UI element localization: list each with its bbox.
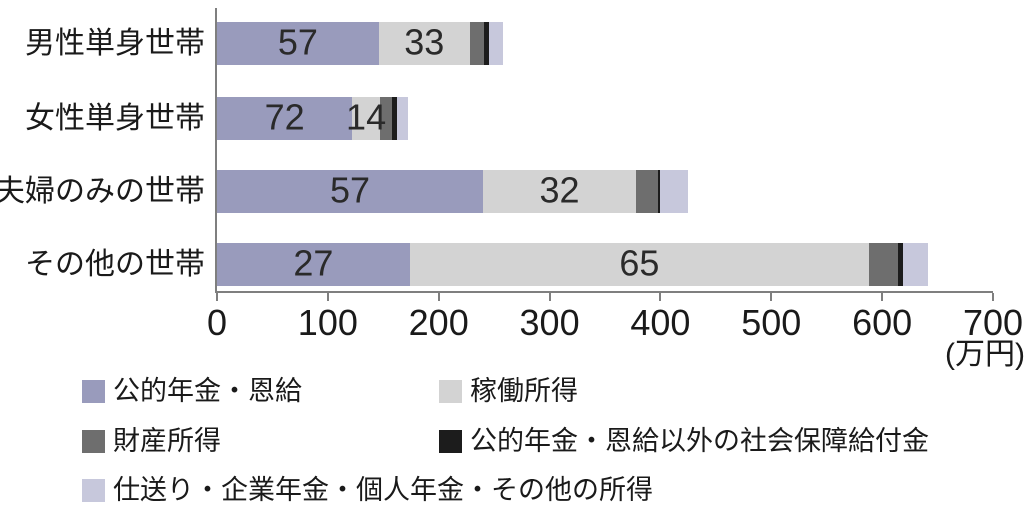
segment-value-label: 14 [346,96,387,138]
bar-segment [903,243,928,286]
bar-segment [660,170,689,213]
plot-area: 57 33 72 14 57 32 27 65 0 100 200 300 400 500 600 700 [207,8,1023,341]
bar-segment [469,22,485,65]
legend-item: 稼働所得 [439,376,929,407]
x-axis-tick-label: 400 [630,302,691,343]
legend-swatch [82,429,105,453]
bar-segment: 32 [483,169,637,213]
legend-item: 公的年金・恩給以外の社会保障給付金 [439,425,929,457]
x-axis-tick-label: 600 [852,302,913,343]
bar-segment [484,22,489,65]
bar-segment [396,97,408,140]
category-label: 男性単身世帯 [25,27,205,60]
bar-segment: 72 [217,96,353,140]
x-axis-tick [216,293,218,301]
bar-segment [488,22,503,65]
legend: 公的年金・恩給 稼働所得財産所得 公的年金・恩給以外の社会保障給付金仕送り・企業年金… [82,376,929,506]
legend-item: 公的年金・恩給 [82,376,439,407]
bar-segment [636,170,659,213]
legend-swatch [439,380,462,403]
bar-segment [658,170,661,213]
category-label: 夫婦のみの世帯 [0,175,205,208]
x-axis-tick [992,293,994,301]
bar-segment [379,97,393,140]
x-axis-tick-label: 0 [206,302,228,343]
bar-row: 27 65 [217,243,993,286]
legend-label: 公的年金・恩給 [113,376,302,406]
x-axis-tick [770,293,773,301]
legend-label: 稼働所得 [470,376,578,406]
segment-value-label: 33 [404,21,445,63]
x-axis-tick-label: 700 [962,302,1024,343]
legend-swatch [82,380,105,403]
segment-value-label: 32 [539,169,580,211]
legend-item: 財産所得 [82,425,439,457]
segment-value-label: 27 [293,242,334,284]
bar-segment [392,97,397,140]
segment-value-label: 57 [277,21,318,63]
legend-label: 公的年金・恩給以外の社会保障給付金 [470,425,929,456]
bar-segment [897,243,904,286]
x-axis-tick-label: 500 [741,302,802,343]
bar-segment: 57 [217,22,379,65]
legend-swatch [439,429,462,453]
bar-row: 57 33 [217,22,993,65]
bar-segment [868,243,898,286]
bar-segment: 27 [217,243,410,286]
x-axis-tick [548,293,551,301]
bar-segment: 33 [378,21,470,65]
bar-row: 72 14 [217,97,993,140]
category-label: 女性単身世帯 [25,102,205,135]
segment-value-label: 57 [329,169,371,211]
x-axis-unit-label: (万円) [945,338,1025,371]
x-axis-tick [437,293,440,301]
category-label: その他の世帯 [25,248,205,281]
bar-segment: 14 [346,97,386,140]
x-axis-tick [326,293,329,301]
legend-label: 財産所得 [113,425,221,456]
x-axis-tick-label: 200 [408,302,469,343]
x-axis-tick-label: 100 [297,302,358,343]
segment-value-label: 65 [619,242,660,284]
x-axis-tick [881,293,884,301]
legend-swatch [82,479,105,503]
bar-segment: 65 [409,242,869,286]
legend-label: 仕送り・企業年金・個人年金・その他の所得 [113,475,653,506]
segment-value-label: 72 [264,96,305,138]
bar-segment: 57 [217,169,484,213]
x-axis-tick [659,293,662,301]
legend-item: 仕送り・企業年金・個人年金・その他の所得 [82,476,653,506]
x-axis-tick-label: 300 [519,302,580,343]
bar-row: 57 32 [217,170,993,213]
